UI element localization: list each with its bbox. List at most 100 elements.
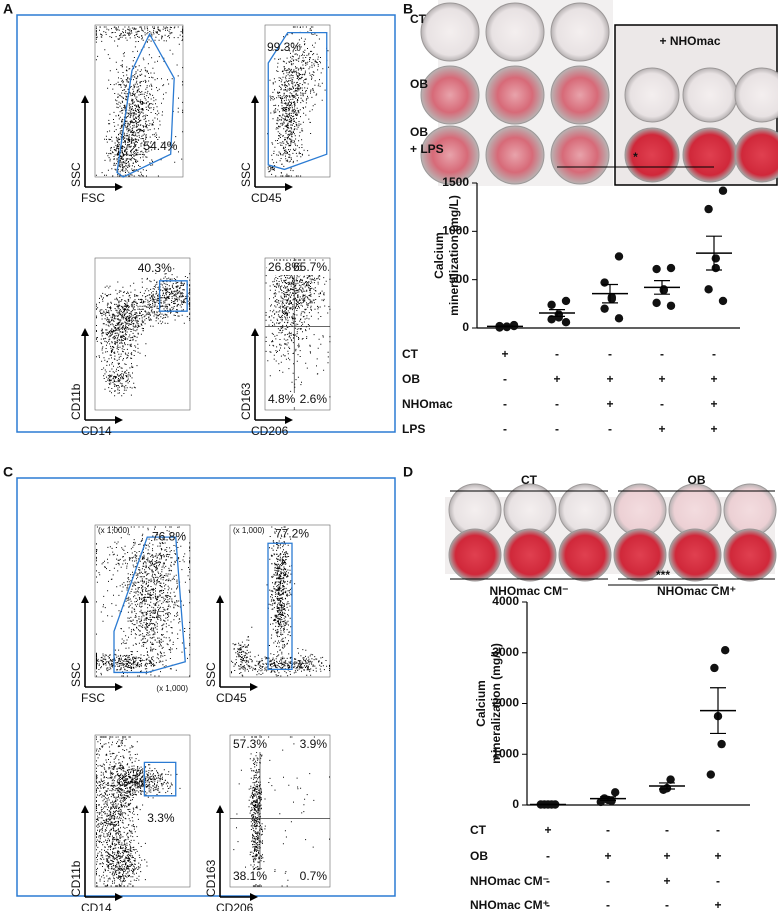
- y-axis-label: SSC: [69, 162, 83, 187]
- well: [449, 529, 501, 581]
- condition-label: CT: [402, 347, 419, 361]
- panel-frame: [17, 15, 395, 432]
- scale-note: (x 1,000): [156, 684, 188, 693]
- quadrant-percent: 0.7%: [300, 869, 328, 883]
- y-tick-label: 4000: [492, 594, 519, 608]
- y-axis-label: CD11b: [69, 860, 83, 897]
- condition-label: OB: [402, 372, 420, 386]
- scale-note: (x 1,000): [233, 526, 265, 535]
- x-axis-label: FSC: [81, 691, 105, 705]
- arrow-head: [115, 183, 123, 191]
- panel-label: A: [3, 1, 13, 17]
- x-axis-label: CD206: [216, 901, 254, 911]
- condition-sign: -: [606, 898, 610, 911]
- data-point: [712, 264, 720, 272]
- plot-frame: [230, 735, 330, 887]
- arrow-head: [115, 683, 123, 691]
- y-tick-label: 1500: [442, 175, 469, 189]
- condition-sign: -: [546, 849, 550, 863]
- y-tick-label: 0: [512, 797, 519, 811]
- well: [559, 484, 611, 536]
- data-point: [562, 297, 570, 305]
- data-point: [652, 265, 660, 273]
- y-axis-label: Calcium: [432, 232, 446, 279]
- gate-percent: 3.3%: [147, 811, 175, 825]
- condition-sign: -: [606, 874, 610, 888]
- quadrant-percent: 2.6%: [300, 392, 328, 406]
- event-dots: [231, 527, 330, 677]
- data-point: [721, 646, 729, 654]
- well: [421, 3, 479, 61]
- gate: [117, 34, 174, 177]
- condition-sign: +: [663, 874, 670, 888]
- event-dots: [266, 260, 331, 404]
- condition-sign: +: [604, 849, 611, 863]
- well: [669, 484, 721, 536]
- data-point: [667, 302, 675, 310]
- condition-sign: -: [503, 422, 507, 436]
- arrow-head: [115, 416, 123, 424]
- arrow-head: [250, 683, 258, 691]
- x-axis-label: FSC: [81, 191, 105, 205]
- condition-label: NHOmac: [402, 397, 453, 411]
- condition-sign: +: [714, 898, 721, 911]
- well: [449, 484, 501, 536]
- event-dots: [233, 737, 330, 887]
- quadrant-percent: 3.9%: [300, 737, 328, 751]
- well: [486, 126, 544, 184]
- well: [614, 484, 666, 536]
- condition-sign: -: [660, 397, 664, 411]
- quadrant-percent: 57.3%: [233, 737, 267, 751]
- row-label: + LPS: [410, 142, 444, 156]
- well: [683, 68, 737, 122]
- arrow-head: [115, 893, 123, 901]
- well: [683, 128, 737, 182]
- condition-sign: -: [555, 422, 559, 436]
- well: [421, 66, 479, 124]
- group-label: NHOmac CM⁺: [657, 584, 736, 598]
- row-label: CT: [410, 12, 427, 26]
- row-label: OB: [410, 125, 428, 139]
- condition-label: CT: [470, 823, 487, 837]
- condition-label: OB: [470, 849, 488, 863]
- condition-sign: -: [716, 823, 720, 837]
- condition-sign: -: [712, 347, 716, 361]
- condition-sign: +: [658, 372, 665, 386]
- condition-sign: +: [710, 397, 717, 411]
- gate-percent: 76.8%: [152, 529, 186, 543]
- well: [486, 3, 544, 61]
- panel-label: C: [3, 464, 13, 480]
- condition-sign: +: [710, 372, 717, 386]
- y-tick-label: 0: [462, 320, 469, 334]
- y-axis-label: mineralization (mg/L): [447, 195, 461, 316]
- well: [724, 529, 776, 581]
- y-axis-label: SSC: [204, 662, 218, 687]
- condition-sign: +: [553, 372, 560, 386]
- y-axis-label: mineralization (mg/L): [489, 643, 503, 764]
- condition-sign: +: [606, 372, 613, 386]
- data-point: [719, 297, 727, 305]
- significance-label: *: [633, 150, 638, 164]
- data-point: [495, 323, 503, 331]
- data-point: [547, 301, 555, 309]
- data-point: [719, 187, 727, 195]
- gate-percent: 99.3%: [267, 40, 301, 54]
- arrow-head: [251, 328, 259, 336]
- data-point: [704, 205, 712, 213]
- arrow-head: [81, 595, 89, 603]
- well: [625, 68, 679, 122]
- arrow-head: [251, 95, 259, 103]
- data-point: [615, 314, 623, 322]
- well: [551, 66, 609, 124]
- quadrant-percent: 65.7%: [293, 260, 327, 274]
- condition-label: LPS: [402, 422, 425, 436]
- data-point: [562, 318, 570, 326]
- arrow-head: [81, 95, 89, 103]
- data-point: [555, 313, 563, 321]
- error-bar: [497, 326, 513, 327]
- x-axis-label: CD14: [81, 424, 112, 438]
- data-point: [707, 770, 715, 778]
- condition-sign: +: [710, 422, 717, 436]
